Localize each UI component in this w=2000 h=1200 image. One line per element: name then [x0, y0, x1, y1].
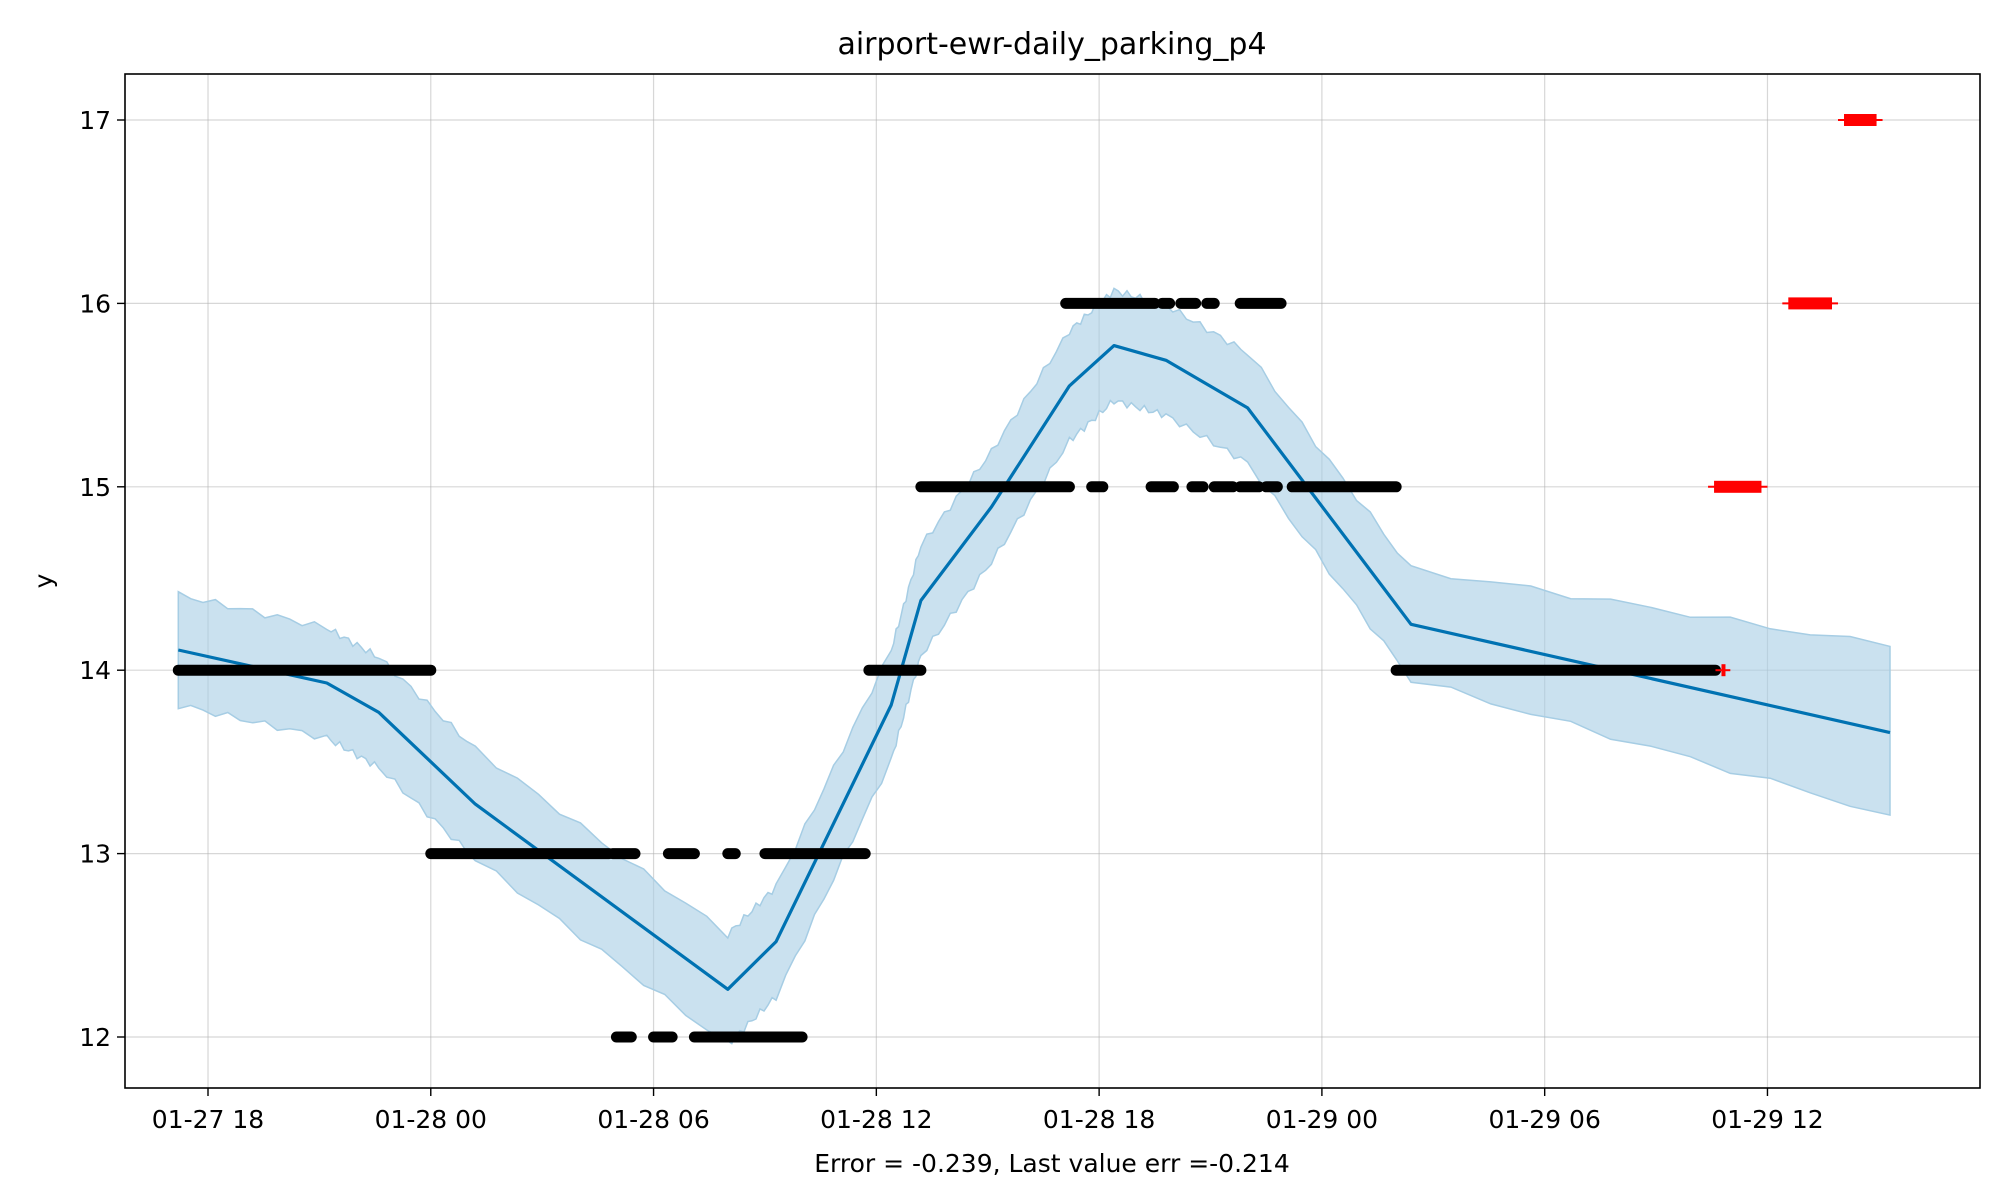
- future-point-run: [1721, 664, 1726, 677]
- x-tick-label: 01-28 12: [820, 1105, 932, 1134]
- y-tick-label: 12: [79, 1023, 111, 1052]
- y-tick-label: 17: [79, 106, 111, 135]
- y-tick-label: 15: [79, 473, 111, 502]
- x-tick-label: 01-28 00: [375, 1105, 487, 1134]
- y-tick-label: 13: [79, 840, 111, 869]
- chart-title: airport-ewr-daily_parking_p4: [837, 27, 1266, 62]
- forecast-line: [177, 344, 1891, 991]
- x-tick-label: 01-27 18: [152, 1105, 264, 1134]
- error-footnote: Error = -0.239, Last value err =-0.214: [814, 1149, 1290, 1178]
- observed-points-layer: [172, 297, 1721, 1043]
- y-axis-label: y: [29, 573, 58, 588]
- future-point-run: [1788, 297, 1833, 310]
- x-tick-label: 01-29 00: [1266, 1105, 1378, 1134]
- future-points-layer: [1708, 114, 1883, 677]
- x-tick-label: 01-28 06: [597, 1105, 709, 1134]
- y-tick-label: 14: [79, 656, 111, 685]
- y-axis-ticks: 12 13 14 15 16 17: [79, 106, 125, 1052]
- plot-frame: [124, 73, 1981, 1089]
- x-tick-label: 01-29 06: [1488, 1105, 1600, 1134]
- future-point-run: [1844, 114, 1877, 126]
- grid-lines: [125, 74, 1980, 1088]
- x-axis-ticks: 01-27 18 01-28 00 01-28 06 01-28 12 01-28 18…: [152, 1088, 1824, 1134]
- x-tick-label: 01-28 18: [1043, 1105, 1155, 1134]
- forecast-line-layer: [177, 344, 1891, 991]
- x-tick-label: 01-29 12: [1711, 1105, 1823, 1134]
- future-point-run: [1714, 480, 1762, 493]
- y-tick-label: 16: [79, 289, 111, 318]
